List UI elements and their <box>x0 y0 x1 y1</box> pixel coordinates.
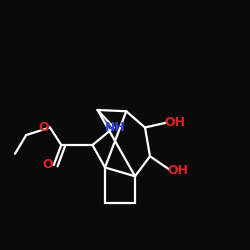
Text: NH: NH <box>106 121 126 134</box>
Text: O: O <box>38 121 49 134</box>
Text: OH: OH <box>164 116 185 129</box>
Text: O: O <box>42 158 53 172</box>
Text: OH: OH <box>167 164 188 176</box>
